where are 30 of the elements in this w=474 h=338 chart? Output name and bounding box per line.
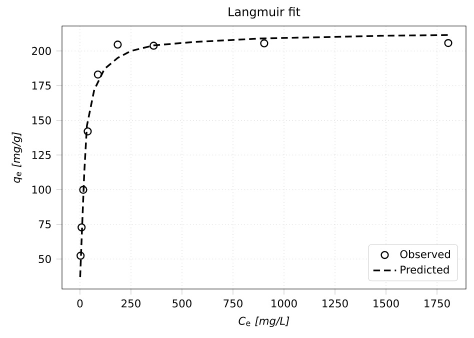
point <box>114 40 122 49</box>
chart-title: Langmuir fit <box>228 7 300 19</box>
x-tick-label: 1250 <box>322 299 348 308</box>
point <box>150 42 158 50</box>
x-tick-label: 500 <box>172 299 192 308</box>
legend-label: Predicted <box>400 265 449 274</box>
x-tick-label: 250 <box>122 299 140 308</box>
y-tick-label: 150 <box>32 116 51 124</box>
y-tick-label: 125 <box>32 150 51 160</box>
y-tick-label: 175 <box>32 82 51 90</box>
x-tick-label: 1500 <box>374 299 399 308</box>
y-tick-label: 50 <box>38 254 51 264</box>
y-tick-label: 100 <box>32 186 51 194</box>
point <box>79 186 88 194</box>
x-tick-label: 1750 <box>424 299 450 308</box>
x-axis-title: C$_{e}$ [mg/L] <box>238 316 290 327</box>
point <box>84 127 92 136</box>
x-tick-label: 750 <box>224 299 242 308</box>
x-tick-label: 0 <box>77 299 83 308</box>
point <box>444 38 452 48</box>
y-tick-label: 75 <box>38 220 51 228</box>
point <box>76 252 85 260</box>
point <box>260 39 268 48</box>
point <box>78 223 86 232</box>
point <box>94 70 102 79</box>
x-tick-label: 1000 <box>272 299 297 308</box>
y-axis-title: q$_{e}$ [mg/g] <box>12 132 22 183</box>
y-tick-label: 200 <box>32 46 51 55</box>
legend-label: Observed <box>400 250 450 258</box>
line-series <box>79 34 450 278</box>
